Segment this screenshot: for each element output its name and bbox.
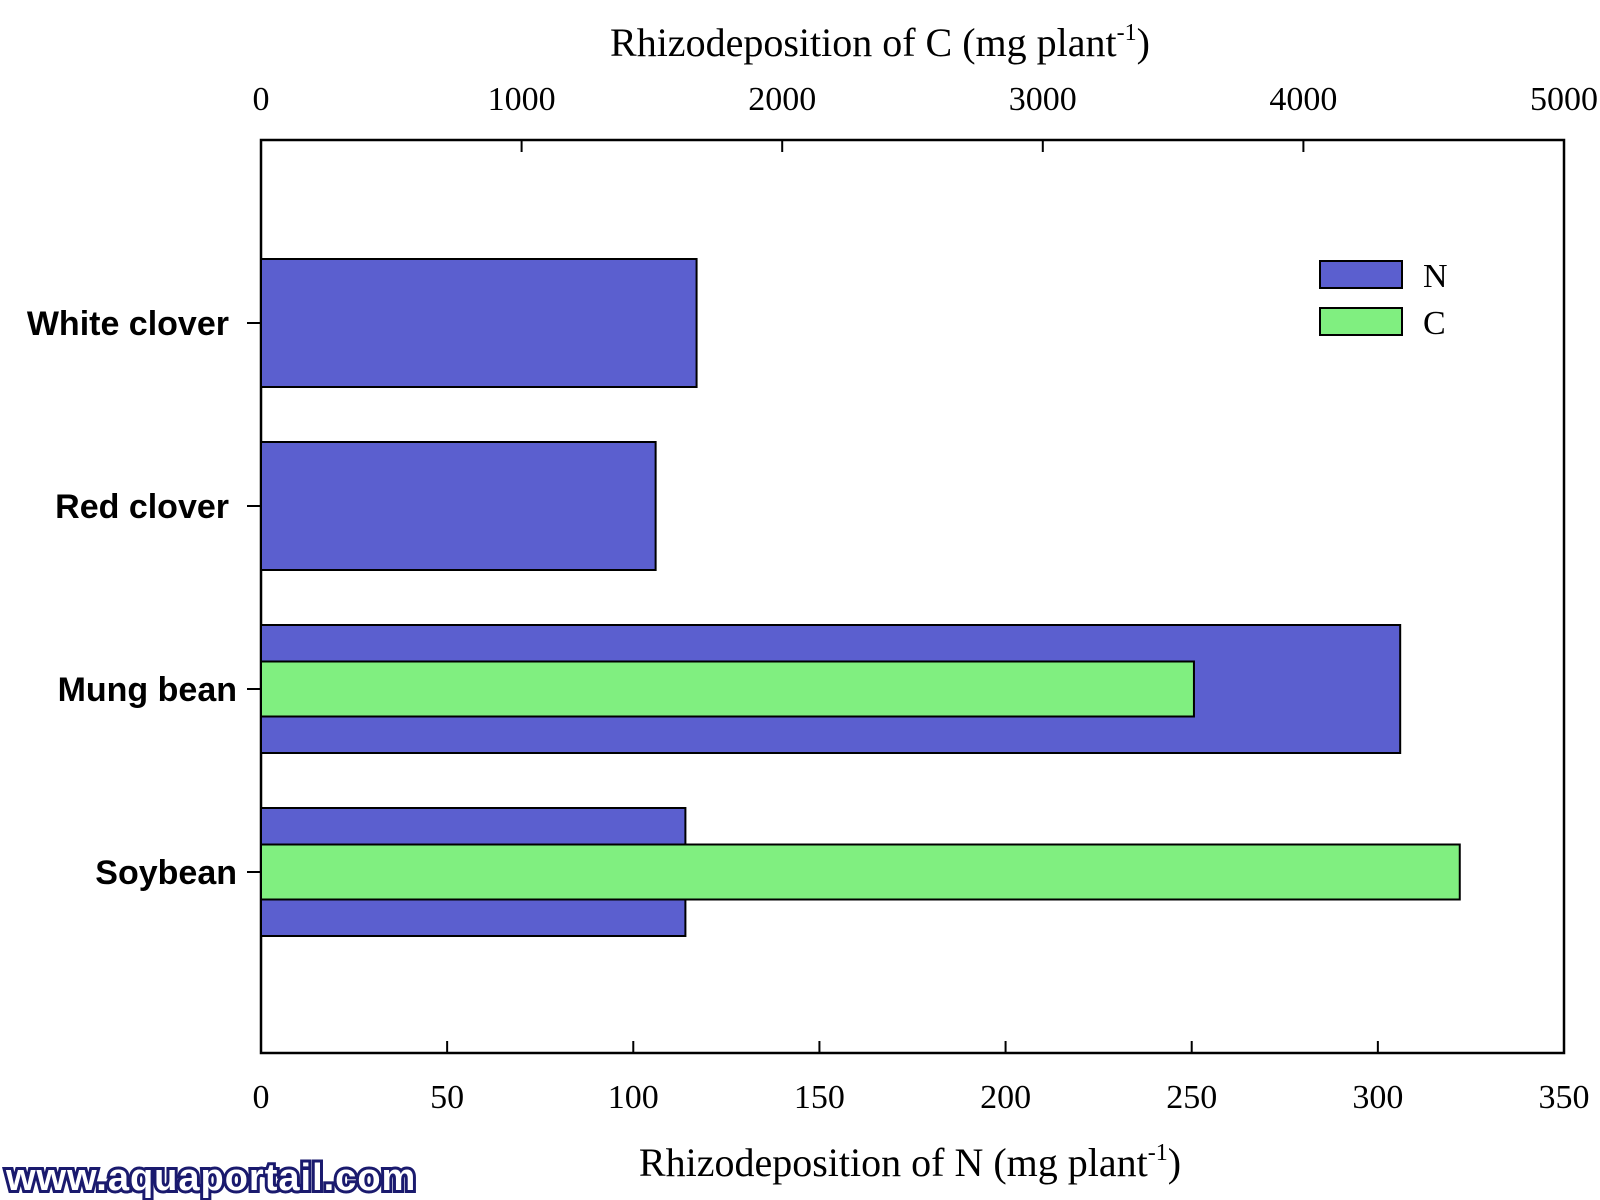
top-tick-label: 5000: [1530, 81, 1598, 118]
category-label: Red clover: [55, 488, 229, 526]
bottom-axis-ticks: 0 50 100 150 200 250 300 350: [253, 1041, 1590, 1116]
bar-c: [260, 660, 1195, 718]
watermark: www.aquaportail.com: [5, 1157, 416, 1199]
legend: N C: [1319, 258, 1448, 342]
bar-c: [260, 843, 1461, 901]
top-tick-label: 2000: [748, 81, 816, 118]
bar-n: [260, 258, 698, 388]
top-tick-label: 3000: [1009, 81, 1077, 118]
bottom-tick-label: 250: [1166, 1079, 1217, 1116]
legend-label-c: C: [1423, 305, 1446, 342]
category-labels: White clover Red clover Mung bean Soybean: [27, 305, 261, 892]
bottom-tick-label: 200: [980, 1079, 1031, 1116]
legend-label-n: N: [1423, 258, 1448, 295]
category-label: Soybean: [95, 854, 237, 892]
top-tick-label: 0: [253, 81, 270, 118]
category-label: Mung bean: [58, 671, 237, 709]
bars-layer: [260, 258, 1461, 937]
top-tick-label: 4000: [1269, 81, 1337, 118]
bottom-tick-label: 300: [1352, 1079, 1403, 1116]
top-axis-title: Rhizodeposition of C (mg plant-1): [610, 20, 1150, 65]
top-tick-label: 1000: [488, 81, 556, 118]
category-label: White clover: [27, 305, 229, 343]
bottom-tick-label: 100: [608, 1079, 659, 1116]
top-axis-ticks: 0 1000 2000 3000 4000 5000: [253, 81, 1598, 152]
bar-n: [260, 441, 657, 571]
legend-swatch-n: [1319, 260, 1403, 289]
legend-swatch-c: [1319, 307, 1403, 336]
bottom-axis-title: Rhizodeposition of N (mg plant-1): [639, 1140, 1181, 1185]
bottom-tick-label: 350: [1539, 1079, 1590, 1116]
bottom-tick-label: 0: [253, 1079, 270, 1116]
bottom-tick-label: 150: [794, 1079, 845, 1116]
plot-frame: [259, 138, 1566, 1055]
bottom-tick-label: 50: [430, 1079, 464, 1116]
